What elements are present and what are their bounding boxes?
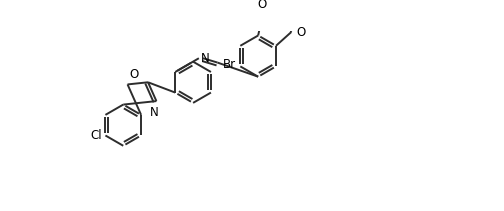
- Text: O: O: [130, 68, 139, 81]
- Text: Cl: Cl: [90, 129, 102, 142]
- Text: N: N: [201, 52, 209, 65]
- Text: Br: Br: [223, 58, 236, 71]
- Text: N: N: [150, 106, 159, 119]
- Text: O: O: [258, 0, 267, 11]
- Text: O: O: [296, 26, 306, 39]
